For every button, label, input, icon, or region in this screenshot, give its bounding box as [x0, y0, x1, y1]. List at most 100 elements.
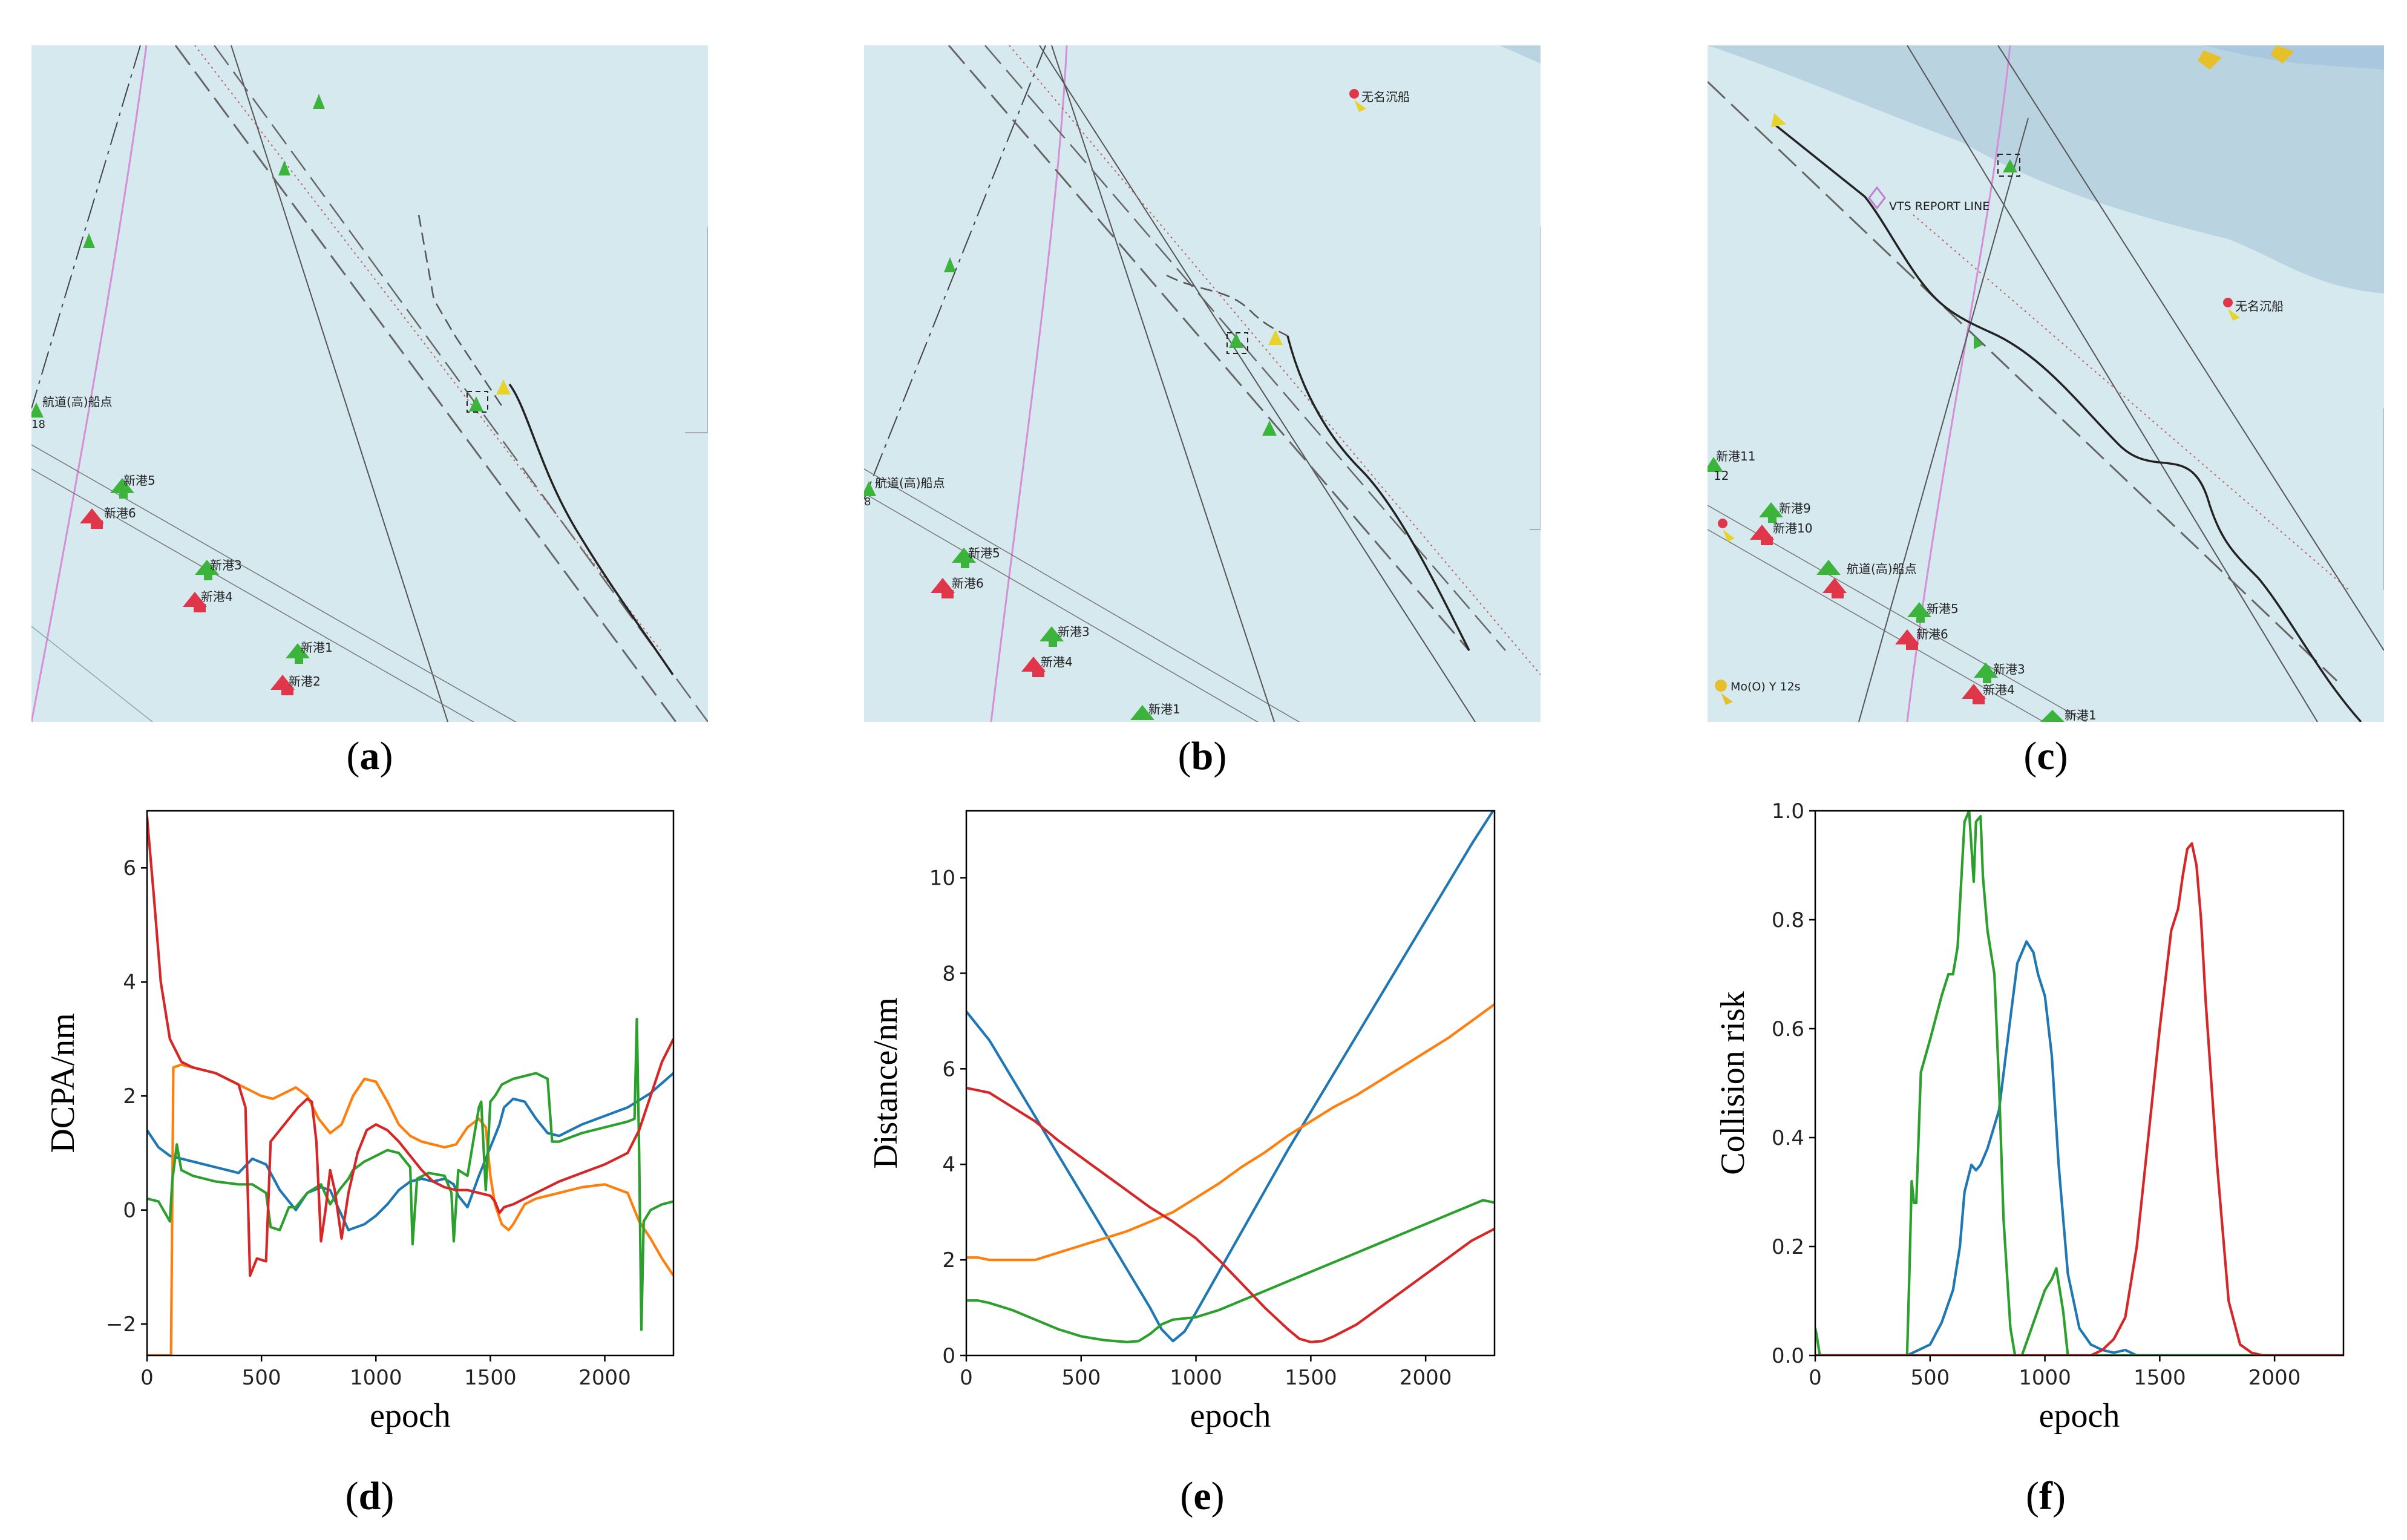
map-a-route-line [31, 45, 141, 409]
map-b-buoy-icon [864, 481, 876, 496]
map-c-vessel-icon [2198, 50, 2222, 70]
map-b-sea [864, 45, 1541, 722]
chart-f-ytick-label: 0.8 [1772, 908, 1804, 932]
map-b-route-line [1039, 45, 1476, 722]
map-a-track-dotted [194, 45, 661, 651]
map-c-buoy-icon [1750, 525, 1774, 545]
map-c-lane-line [1708, 505, 2087, 722]
chart-e-ytick-label: 2 [942, 1248, 955, 1273]
map-b-label: 新港5 [968, 546, 1000, 560]
chart-e-ytick-label: 8 [942, 962, 955, 986]
map-c-lane-line [1708, 529, 2045, 722]
map-a-vessel-icon [469, 396, 483, 411]
chart-f-xtick-label: 2000 [2248, 1366, 2301, 1390]
map-c-svg: VTS REPORT LINE 无名沉船 新港11 12 新港9 新港10 航道… [1708, 45, 2384, 722]
map-c-deep-area [2204, 45, 2384, 70]
map-c-route-line [1997, 45, 2384, 651]
map-c-vessel-icon [2270, 45, 2294, 64]
map-a-label: 新港5 [123, 473, 156, 488]
map-b-boundary-line [990, 45, 1068, 722]
map-b-target-bracket [1226, 332, 1248, 354]
map-a-label: 新港6 [104, 506, 136, 520]
chart-e-ylabel: Distance/nm [867, 997, 905, 1168]
map-c-buoy-icon [1718, 519, 1735, 542]
chart-d-svg: 0 500 1000 1500 2000 −2 0 2 4 6 epoch DCPA/nm [44, 810, 675, 1435]
chart-e-ytick-label: 10 [929, 867, 955, 891]
chart-d-xtick-label: 0 [140, 1366, 154, 1390]
map-b-fairway-dash [984, 45, 1506, 651]
map-c-vts-diamond-icon [1868, 186, 1886, 210]
map-c-buoy-icon [1708, 457, 1723, 472]
map-a-target-bracket [467, 391, 488, 413]
map-c-vessel-icon [2003, 159, 2017, 172]
map-c-label: Mo(O) Y 12s [1731, 680, 1801, 693]
map-b-vessel-icon [1268, 330, 1283, 345]
map-b-vessel-icon [1229, 333, 1243, 348]
chart-e-xtick-label: 1500 [1285, 1366, 1337, 1390]
map-b-buoy-icon [952, 548, 976, 568]
map-c-label: 新港11 [1716, 449, 1755, 464]
map-a-buoy-icon [80, 508, 104, 529]
chart-d-xtick-label: 1000 [350, 1366, 402, 1390]
chart-d-xtick-label: 1500 [464, 1366, 517, 1390]
chart-e-series-green [966, 1199, 1495, 1343]
chart-e-xtick-label: 0 [960, 1366, 973, 1390]
map-a-buoy-icon [110, 478, 134, 499]
map-c-fairway-dash [1708, 80, 2338, 682]
map-b-shoal [1499, 45, 1541, 64]
map-b-own-track [1286, 335, 1470, 651]
map-a-track-dash [418, 214, 505, 409]
map-c-label: 新港1 [2065, 708, 2097, 722]
map-a-label: 新港2 [289, 674, 321, 689]
chart-e-ytick-label: 0 [942, 1344, 955, 1368]
chart-d-ytick-label: −2 [106, 1312, 136, 1337]
map-a-label: 新港1 [301, 640, 333, 655]
map-a-route-line [231, 45, 448, 722]
map-a-label: 航道(高)船点 [42, 395, 113, 409]
chart-d: 0 500 1000 1500 2000 −2 0 2 4 6 epoch DCPA/nm [36, 787, 714, 1470]
map-a-sea [31, 45, 708, 722]
map-c-label: 12 [1714, 468, 1729, 483]
map-c-target-bracket [1997, 154, 2020, 177]
chart-f: 0 500 1000 1500 2000 0.0 0.2 0.4 0.6 0.8 1.0 epoch C… [1706, 787, 2390, 1470]
map-b-fairway-dash [948, 45, 1470, 651]
map-b-buoy-icon [931, 578, 955, 598]
map-a-buoy-icon [195, 560, 219, 580]
map-a-own-track [508, 383, 674, 675]
chart-f-xlabel: epoch [2039, 1397, 2120, 1435]
chart-e: 0 500 1000 1500 2000 0 2 4 6 8 10 epoch Distance/nm [859, 787, 1537, 1470]
map-c-buoy-icon [1816, 560, 1841, 575]
chart-e-series-orange [966, 1003, 1495, 1262]
map-b-lane-line [864, 493, 1259, 722]
chart-d-ylabel: DCPA/nm [44, 1013, 82, 1153]
chart-e-series-blue [966, 811, 1495, 1343]
map-b-lane-line [864, 468, 1300, 722]
chart-e-frame [965, 810, 1496, 1357]
map-c-route-line [1907, 45, 2318, 722]
map-a-boundary-line [31, 45, 148, 722]
map-b-track-dotted [1009, 45, 1541, 675]
map-c-label: 新港10 [1773, 521, 1812, 536]
chart-d-ytick-label: 2 [123, 1084, 136, 1109]
map-a-lane-line [31, 444, 517, 722]
map-a-label: 18 [31, 418, 45, 431]
map-a-svg: 航道(高)船点 新港5 新港6 新港3 新港4 新港1 新港2 18 [31, 45, 708, 722]
chart-f-ytick-label: 0.4 [1772, 1126, 1804, 1150]
chart-f-series-green [1815, 811, 2343, 1355]
map-b-label: 新港3 [1058, 624, 1090, 639]
map-c-label: 无名沉船 [2235, 299, 2284, 313]
chart-f-series-blue [1815, 940, 2343, 1355]
map-a-lane-line [31, 468, 474, 722]
map-panel-c: VTS REPORT LINE 无名沉船 新港11 12 新港9 新港10 航道… [1708, 45, 2384, 722]
map-a-label: 新港4 [201, 589, 233, 604]
map-b-label: 无名沉船 [1361, 90, 1410, 104]
panel-label-d: (d) [345, 1474, 395, 1518]
map-b-vessel-icon [944, 257, 956, 272]
chart-f-xtick-label: 500 [1910, 1366, 1950, 1390]
map-c-buoy-icon [1759, 502, 1783, 523]
map-b-buoy-icon [1130, 705, 1154, 720]
map-c-label: 新港3 [1993, 662, 2025, 677]
map-c-buoy-icon [1907, 602, 1931, 623]
map-c-label: 新港6 [1916, 627, 1948, 641]
map-b-vessel-icon [1262, 421, 1277, 436]
